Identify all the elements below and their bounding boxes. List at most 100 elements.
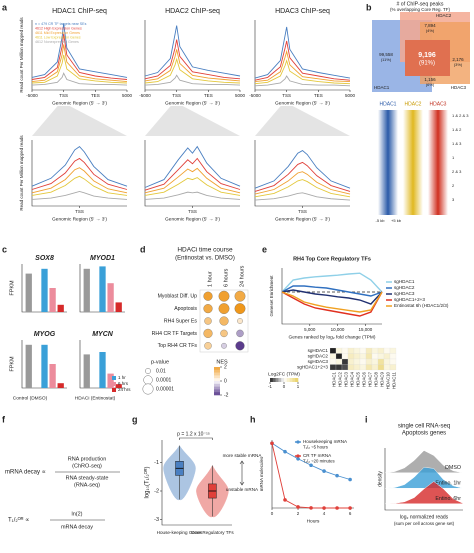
heat-cell bbox=[383, 353, 391, 360]
x-tick-label: TSS bbox=[188, 209, 197, 214]
legend-label: 24 hrs bbox=[118, 387, 131, 392]
line-series bbox=[144, 49, 241, 82]
venn-count: 99,558 bbox=[379, 52, 393, 57]
heat-cell bbox=[365, 358, 373, 365]
heat-cell bbox=[359, 353, 367, 360]
size-key-label: 0.00001 bbox=[156, 386, 174, 392]
legend-label: n = 479 CR TF targets near SEs bbox=[35, 22, 87, 26]
line-series bbox=[281, 289, 383, 305]
equation-text: ln(2) bbox=[71, 511, 82, 517]
heatmap-group-label: 2 & 3 bbox=[452, 169, 462, 174]
column-label: HDAC7 bbox=[368, 371, 373, 386]
heatmap-axis-label: +5 kb bbox=[391, 218, 402, 223]
line-series bbox=[31, 175, 128, 196]
dot bbox=[203, 328, 213, 338]
heatmap-group-label: 2 bbox=[452, 183, 455, 188]
venn-count: 2,176 bbox=[452, 57, 464, 62]
row-label: RH4 CR TF Targets bbox=[152, 331, 198, 337]
heat-cell bbox=[371, 358, 379, 365]
size-key bbox=[143, 375, 153, 385]
line-series bbox=[31, 167, 128, 194]
x-tick-label: 10,000 bbox=[331, 327, 345, 332]
colorbar-label: 2 bbox=[224, 364, 227, 370]
heatmap-group-label: 1 bbox=[452, 155, 455, 160]
x-tick-label: -5000 bbox=[26, 93, 38, 98]
equation-text: (RNA-seq) bbox=[74, 482, 100, 488]
panel-label: g bbox=[132, 414, 138, 424]
x-tick-label: TES bbox=[204, 93, 213, 98]
heat-cell bbox=[377, 347, 385, 354]
venn-pct: (4%) bbox=[426, 28, 435, 33]
ridge-label: DMSO bbox=[445, 465, 461, 471]
bar bbox=[41, 268, 48, 312]
annotation: unstable mRNA bbox=[226, 487, 259, 492]
heat-cell bbox=[383, 364, 391, 371]
legend-label: sgHDAC3 bbox=[394, 291, 415, 296]
row-label: sgHDAC2 bbox=[308, 353, 329, 358]
colorbar-label: -1 bbox=[268, 384, 272, 389]
axis bbox=[384, 448, 463, 511]
equation-text: RNA production bbox=[68, 456, 107, 462]
colorbar-cell bbox=[289, 378, 293, 382]
legend-label: 4612 Nonexpressed Genes bbox=[35, 40, 79, 44]
column-label: HDAC5 bbox=[356, 371, 361, 386]
x-tick-label: TSS bbox=[172, 93, 181, 98]
x-tick-label: House-keeping Genes bbox=[157, 530, 203, 535]
line-series bbox=[31, 146, 128, 187]
heat-cell bbox=[371, 347, 379, 354]
heat-cell bbox=[359, 364, 367, 371]
legend-title: p-value bbox=[151, 359, 169, 365]
dot bbox=[219, 316, 229, 326]
x-tick-label: 5,000 bbox=[304, 327, 316, 332]
line-series bbox=[144, 191, 241, 200]
column-label: HDAC1 bbox=[332, 371, 337, 386]
panel-label: e bbox=[262, 244, 267, 254]
heat-cell bbox=[371, 364, 379, 371]
venn-set-label: HDAC1 bbox=[374, 85, 390, 90]
chart-title: MYOG bbox=[34, 331, 56, 338]
panel-label: d bbox=[140, 244, 146, 254]
heat-cell bbox=[365, 364, 373, 371]
x-axis-label: Genomic Region (5' → 3') bbox=[275, 216, 330, 222]
bar bbox=[41, 344, 48, 388]
x-tick-label: TES bbox=[314, 93, 323, 98]
line-series bbox=[144, 57, 241, 84]
line-series bbox=[144, 145, 241, 188]
column-label: HDAC3 bbox=[344, 371, 349, 386]
colorbar-cell bbox=[214, 386, 220, 390]
axis bbox=[31, 140, 127, 207]
y-axis-label: Geneset Enrichment bbox=[269, 275, 274, 317]
dot bbox=[237, 318, 243, 324]
x-tick-label: TSS bbox=[59, 93, 68, 98]
x-axis-label: Genomic Region (5' → 3') bbox=[52, 216, 107, 222]
heat-cell bbox=[377, 353, 385, 360]
chart-title: MYCN bbox=[92, 331, 114, 338]
heat-cell bbox=[341, 358, 349, 365]
chart-title: HDACi time course bbox=[177, 247, 233, 254]
group-label: Control (DMSO) bbox=[13, 395, 48, 401]
column-label: HDAC10 bbox=[386, 371, 391, 389]
size-key bbox=[145, 368, 151, 374]
panel-label: i bbox=[365, 414, 368, 424]
colorbar-cell bbox=[286, 378, 290, 382]
line-series bbox=[31, 191, 128, 200]
heat-cell bbox=[347, 353, 355, 360]
bar bbox=[115, 384, 122, 388]
x-axis-note: (sum per cell across gene set) bbox=[394, 521, 455, 526]
x-axis-label: log₂ normalized reads bbox=[400, 514, 449, 520]
equation-text: (ChRO-seq) bbox=[72, 463, 102, 469]
row-label: sgHDAC1+2+3 bbox=[297, 364, 328, 369]
line-series bbox=[281, 291, 383, 317]
dot bbox=[236, 329, 244, 338]
line-series bbox=[254, 40, 351, 81]
ridge-label: Entino. 1hr bbox=[435, 481, 461, 487]
bracket bbox=[179, 437, 213, 440]
x-tick-label: 5000 bbox=[122, 93, 133, 98]
y-tick-label: -1 bbox=[154, 460, 159, 466]
line-series bbox=[144, 177, 241, 196]
line-series bbox=[254, 150, 351, 189]
venn-pct: (91%) bbox=[419, 61, 435, 67]
point bbox=[283, 498, 287, 502]
legend-label: 6 hrs bbox=[118, 381, 129, 386]
line-series bbox=[144, 167, 241, 194]
